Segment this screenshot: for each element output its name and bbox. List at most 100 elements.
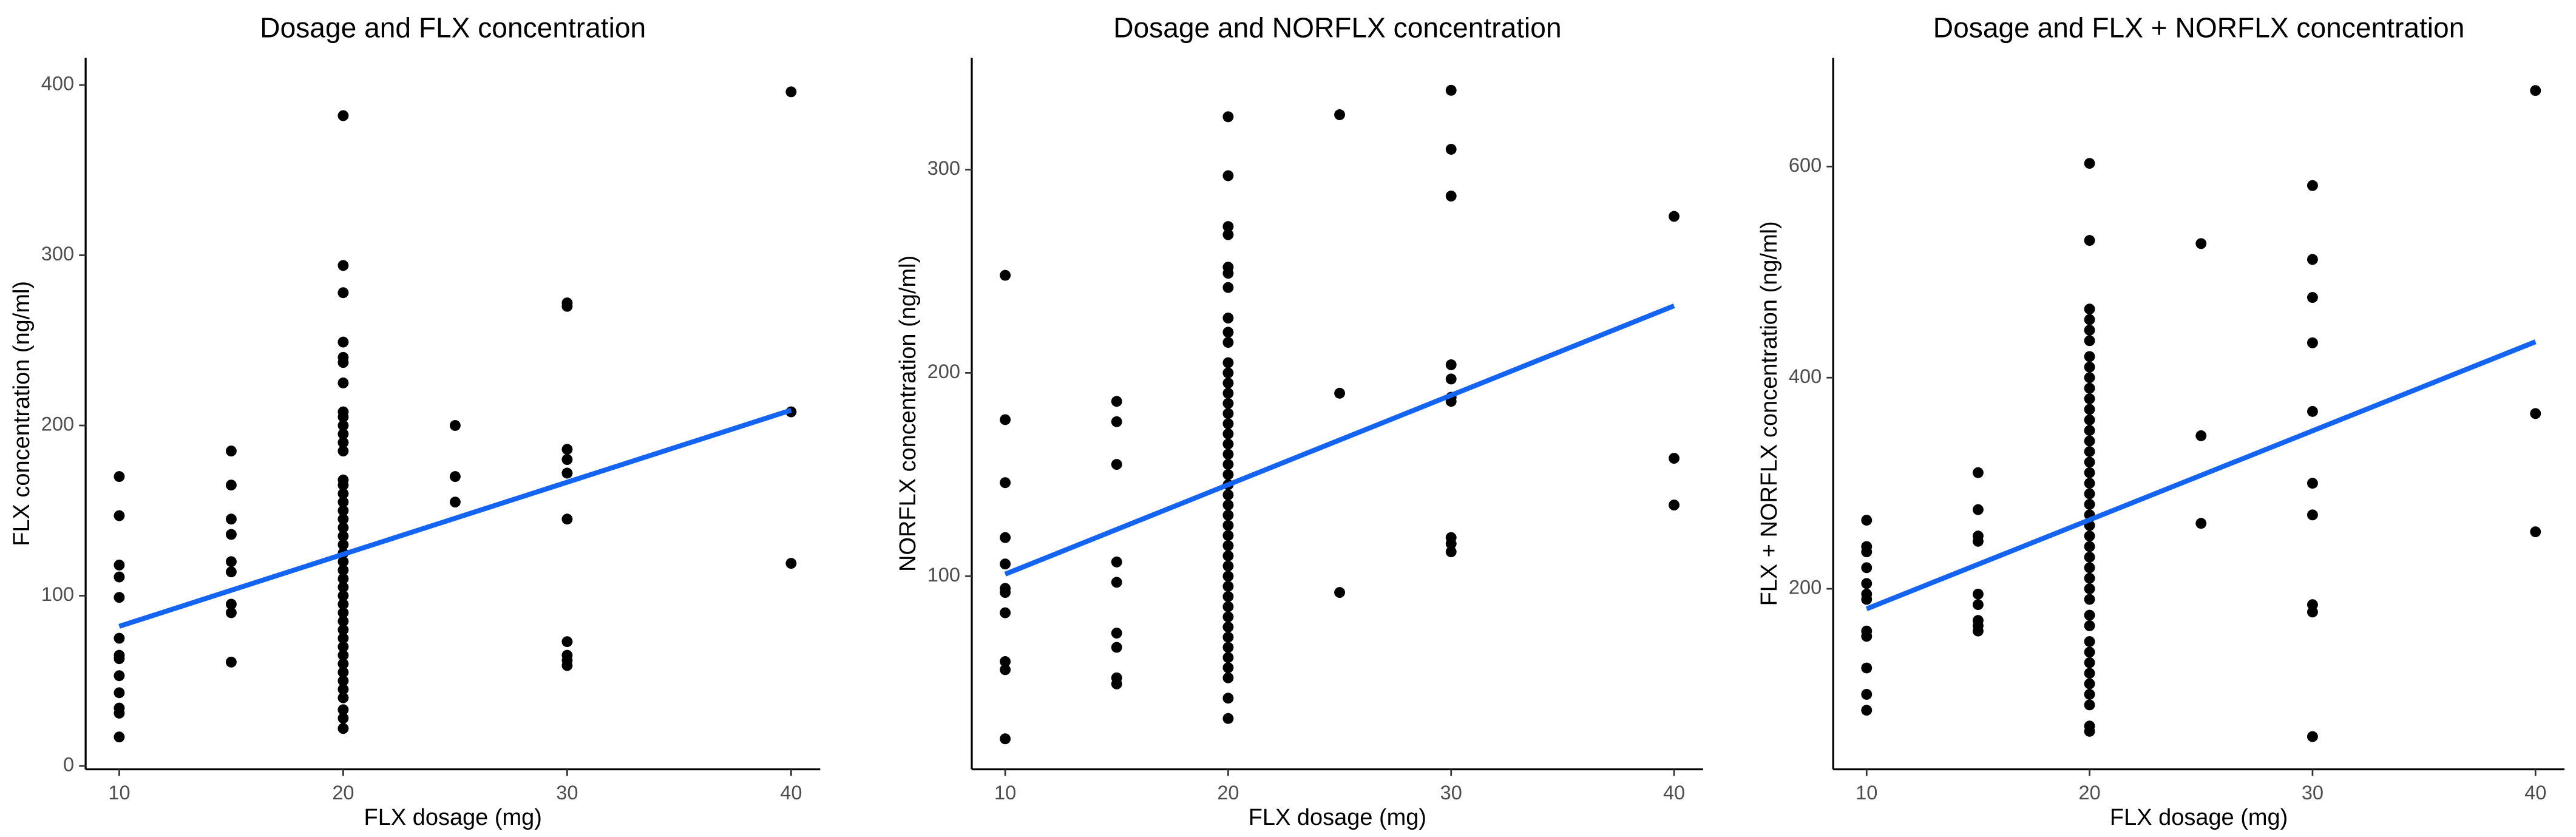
- data-point: [2084, 609, 2095, 621]
- data-point: [2307, 509, 2318, 521]
- data-point: [337, 357, 349, 368]
- data-point: [449, 471, 461, 483]
- data-point: [2084, 498, 2095, 510]
- data-point: [1445, 84, 1457, 96]
- data-point: [114, 510, 125, 521]
- data-point: [1222, 601, 1234, 612]
- data-point: [1222, 418, 1234, 430]
- data-point: [561, 513, 573, 525]
- data-point: [337, 713, 349, 724]
- data-point: [1111, 642, 1122, 653]
- data-point: [1111, 556, 1122, 568]
- data-point: [561, 300, 573, 312]
- data-point: [2530, 85, 2541, 97]
- data-point: [337, 649, 349, 661]
- data-point: [114, 687, 125, 699]
- data-point: [1222, 408, 1234, 419]
- data-point: [114, 471, 125, 483]
- data-point: [337, 590, 349, 601]
- data-point: [2084, 488, 2095, 500]
- data-point: [1222, 591, 1234, 602]
- data-point: [114, 571, 125, 583]
- data-point: [337, 607, 349, 618]
- data-point: [2084, 467, 2095, 478]
- x-tick-label: 10: [1856, 782, 1877, 804]
- trend-line: [1865, 339, 2537, 611]
- y-tick-label: 300: [927, 157, 960, 179]
- data-point: [1000, 558, 1011, 570]
- data-point: [337, 539, 349, 551]
- data-point: [337, 683, 349, 695]
- data-point: [1111, 416, 1122, 427]
- data-point: [2084, 530, 2095, 542]
- data-point: [1222, 713, 1234, 724]
- data-point: [1222, 229, 1234, 240]
- data-point: [1861, 562, 1873, 574]
- data-point: [114, 670, 125, 682]
- x-tick-label: 30: [2302, 782, 2323, 804]
- data-point: [1861, 705, 1873, 716]
- y-axis-label: NORFLX concentration (ng/ml): [895, 256, 921, 572]
- data-point: [337, 336, 349, 348]
- data-point: [1861, 662, 1873, 674]
- data-point: [337, 573, 349, 585]
- data-point: [337, 522, 349, 534]
- data-point: [1669, 211, 1680, 222]
- data-point: [2084, 361, 2095, 373]
- data-point: [1222, 530, 1234, 541]
- data-point: [1334, 587, 1346, 598]
- data-point: [1111, 678, 1122, 690]
- data-point: [1445, 143, 1457, 155]
- data-point: [2084, 541, 2095, 552]
- data-point: [2084, 478, 2095, 489]
- data-point: [2307, 292, 2318, 303]
- data-point: [2084, 372, 2095, 384]
- data-point: [1000, 587, 1011, 598]
- x-tick-label: 40: [1663, 782, 1685, 804]
- data-point: [1222, 170, 1234, 181]
- data-point: [114, 559, 125, 571]
- data-point: [337, 632, 349, 644]
- data-point: [114, 653, 125, 665]
- data-point: [2307, 405, 2318, 417]
- trend-line: [1004, 303, 1675, 577]
- data-point: [2307, 337, 2318, 348]
- chart-title: Dosage and FLX + NORFLX concentration: [1933, 12, 2465, 43]
- data-point: [1000, 414, 1011, 425]
- y-axis-label: FLX concentration (ng/ml): [9, 281, 35, 546]
- data-point: [1222, 560, 1234, 572]
- data-point: [1222, 438, 1234, 450]
- data-point: [1222, 622, 1234, 632]
- data-point: [1111, 577, 1122, 588]
- data-point: [225, 656, 237, 668]
- data-point: [1972, 467, 1984, 478]
- x-tick-label: 20: [2079, 782, 2101, 804]
- data-point: [1222, 337, 1234, 348]
- data-point: [1972, 535, 1984, 547]
- x-axis-label: FLX dosage (mg): [1249, 805, 1426, 830]
- data-point: [337, 110, 349, 121]
- data-point: [1222, 489, 1234, 501]
- data-point: [337, 564, 349, 576]
- data-point: [2084, 425, 2095, 436]
- data-point: [1669, 500, 1680, 511]
- y-tick-label: 200: [41, 413, 74, 435]
- trend-line: [118, 407, 792, 629]
- data-point: [2084, 620, 2095, 631]
- data-point: [1222, 282, 1234, 293]
- data-point: [2084, 678, 2095, 690]
- x-tick-label: 40: [780, 782, 802, 804]
- data-point: [337, 675, 349, 686]
- data-point: [225, 598, 237, 610]
- data-point: [1222, 581, 1234, 592]
- data-point: [1861, 594, 1873, 605]
- data-point: [2084, 235, 2095, 246]
- data-point: [1000, 733, 1011, 745]
- data-point: [1222, 469, 1234, 480]
- data-point: [2084, 158, 2095, 169]
- data-point: [1222, 642, 1234, 653]
- data-point: [2084, 646, 2095, 658]
- chart-title: Dosage and NORFLX concentration: [1113, 12, 1561, 43]
- data-point: [337, 505, 349, 517]
